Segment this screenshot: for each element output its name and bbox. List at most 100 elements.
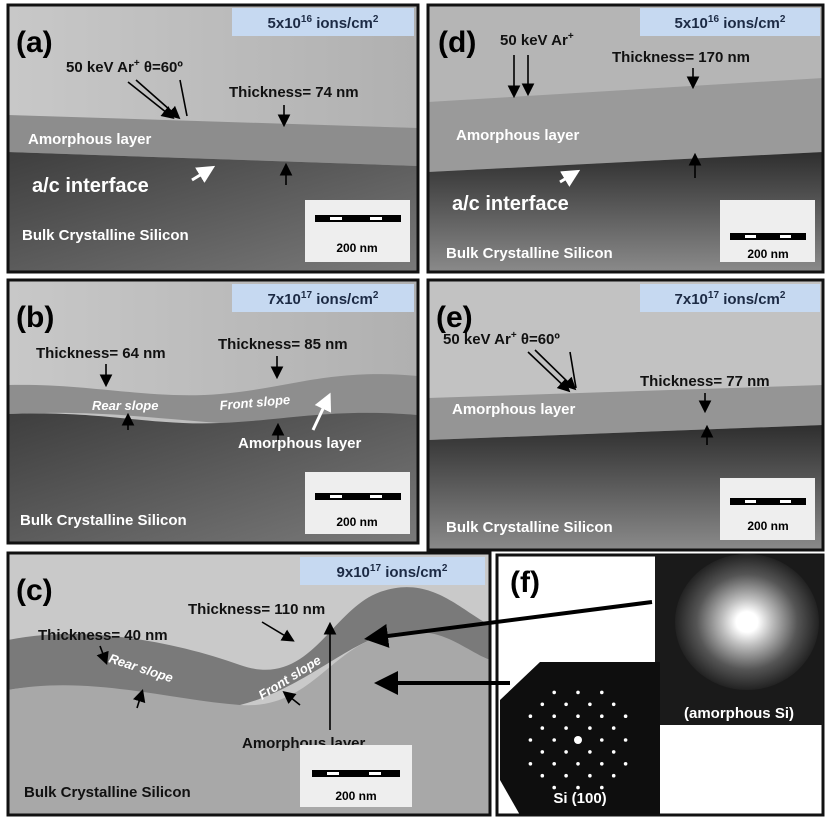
scale-label: 200 nm (747, 247, 788, 261)
text-part: 2 (780, 290, 786, 301)
panel-label: (f) (510, 566, 540, 599)
spot (576, 714, 580, 718)
text-part: 2 (373, 14, 379, 25)
text-part: ions/cm (381, 564, 442, 581)
spot (600, 786, 604, 790)
shape (312, 770, 400, 777)
panel-b: (b) 7x1017 ions/cm2 Thickness= 64 nm Thi… (8, 280, 418, 543)
spot (541, 726, 545, 730)
shape (745, 235, 756, 238)
panel-label: (d) (438, 26, 476, 59)
spot (588, 774, 592, 778)
text-part: θ=60º (517, 331, 561, 348)
text-part: 9x10 (337, 564, 370, 581)
panel-label: (e) (436, 301, 473, 334)
beam-label: 50 keV Ar+ θ=60º (443, 330, 560, 348)
bulk-label: Bulk Crystalline Silicon (446, 519, 613, 536)
spot (564, 726, 568, 730)
spot (541, 774, 545, 778)
scale-label: 200 nm (747, 519, 788, 533)
spot (576, 786, 580, 790)
shape (315, 493, 401, 500)
layer-label: Amorphous layer (452, 401, 576, 418)
spot (588, 726, 592, 730)
dose: 5x1016 ions/cm2 (268, 14, 379, 32)
text-part: ions/cm (719, 15, 780, 32)
layer-label: Amorphous layer (456, 127, 580, 144)
text-part: + (568, 31, 574, 42)
layer-label: Amorphous layer (28, 131, 152, 148)
layer-label: Amorphous layer (238, 435, 362, 452)
bulk-label: Bulk Crystalline Silicon (20, 512, 187, 529)
beam-label: 50 keV Ar+ θ=60º (66, 58, 183, 76)
shape (330, 495, 342, 498)
interface-label: a/c interface (452, 193, 569, 215)
text-part: 2 (780, 14, 786, 25)
spot (541, 750, 545, 754)
thickness-label: Thickness= 110 nm (188, 601, 325, 618)
spot (612, 726, 616, 730)
thickness-label: Thickness= 74 nm (229, 84, 359, 101)
scale-label: 200 nm (335, 789, 376, 803)
panel-f: (amorphous Si) (f) Si (100) (497, 554, 823, 815)
panel-label: (c) (16, 574, 53, 607)
spot (624, 714, 628, 718)
text-part: 50 keV Ar (66, 59, 134, 76)
spot (612, 703, 616, 707)
text-part: ions/cm (312, 291, 373, 308)
shape (315, 215, 401, 222)
text-part: 50 keV Ar (500, 32, 568, 49)
shape (780, 235, 791, 238)
figure: (a) 5x1016 ions/cm2 50 keV Ar+ θ=60º Thi… (0, 0, 829, 819)
spot (600, 691, 604, 695)
dose: 9x1017 ions/cm2 (337, 563, 448, 581)
spot (600, 762, 604, 766)
text-part: 16 (301, 14, 313, 25)
shape (369, 772, 381, 775)
shape (730, 498, 806, 505)
interface-label: a/c interface (32, 175, 149, 197)
spot (588, 703, 592, 707)
text-part: 7x10 (675, 291, 708, 308)
spot (541, 703, 545, 707)
spot (564, 774, 568, 778)
text-part: 2 (442, 563, 448, 574)
panel-e: (e) 7x1017 ions/cm2 50 keV Ar+ θ=60º Thi… (428, 280, 823, 550)
text-part: 5x10 (675, 15, 708, 32)
spot (564, 703, 568, 707)
text-part: 50 keV Ar (443, 331, 511, 348)
scale-label: 200 nm (336, 515, 377, 529)
beam-label: 50 keV Ar+ (500, 31, 574, 49)
panel-label: (b) (16, 301, 54, 334)
spot (600, 714, 604, 718)
spot (600, 738, 604, 742)
shape (370, 217, 382, 220)
slope-label: Rear slope (92, 398, 158, 413)
dose: 7x1017 ions/cm2 (268, 290, 379, 308)
dose: 7x1017 ions/cm2 (675, 290, 786, 308)
panel-label: (a) (16, 26, 53, 59)
dose: 5x1016 ions/cm2 (675, 14, 786, 32)
shape (675, 554, 819, 690)
crystal-label: Si (100) (553, 790, 606, 807)
scale-label: 200 nm (336, 241, 377, 255)
spot (624, 762, 628, 766)
thickness-label: Thickness= 85 nm (218, 336, 348, 353)
spot (612, 750, 616, 754)
spot (552, 762, 556, 766)
spot (529, 738, 533, 742)
spot (576, 762, 580, 766)
shape (730, 233, 806, 240)
spot (552, 714, 556, 718)
spot (529, 714, 533, 718)
spot (564, 750, 568, 754)
spot (624, 738, 628, 742)
panel-a: (a) 5x1016 ions/cm2 50 keV Ar+ θ=60º Thi… (8, 5, 418, 272)
shape (370, 495, 382, 498)
text-part: ions/cm (312, 15, 373, 32)
text-part: ions/cm (719, 291, 780, 308)
amorphous-label: (amorphous Si) (684, 705, 794, 722)
spot (574, 736, 582, 744)
text-part: 17 (370, 563, 382, 574)
text-part: 7x10 (268, 291, 301, 308)
